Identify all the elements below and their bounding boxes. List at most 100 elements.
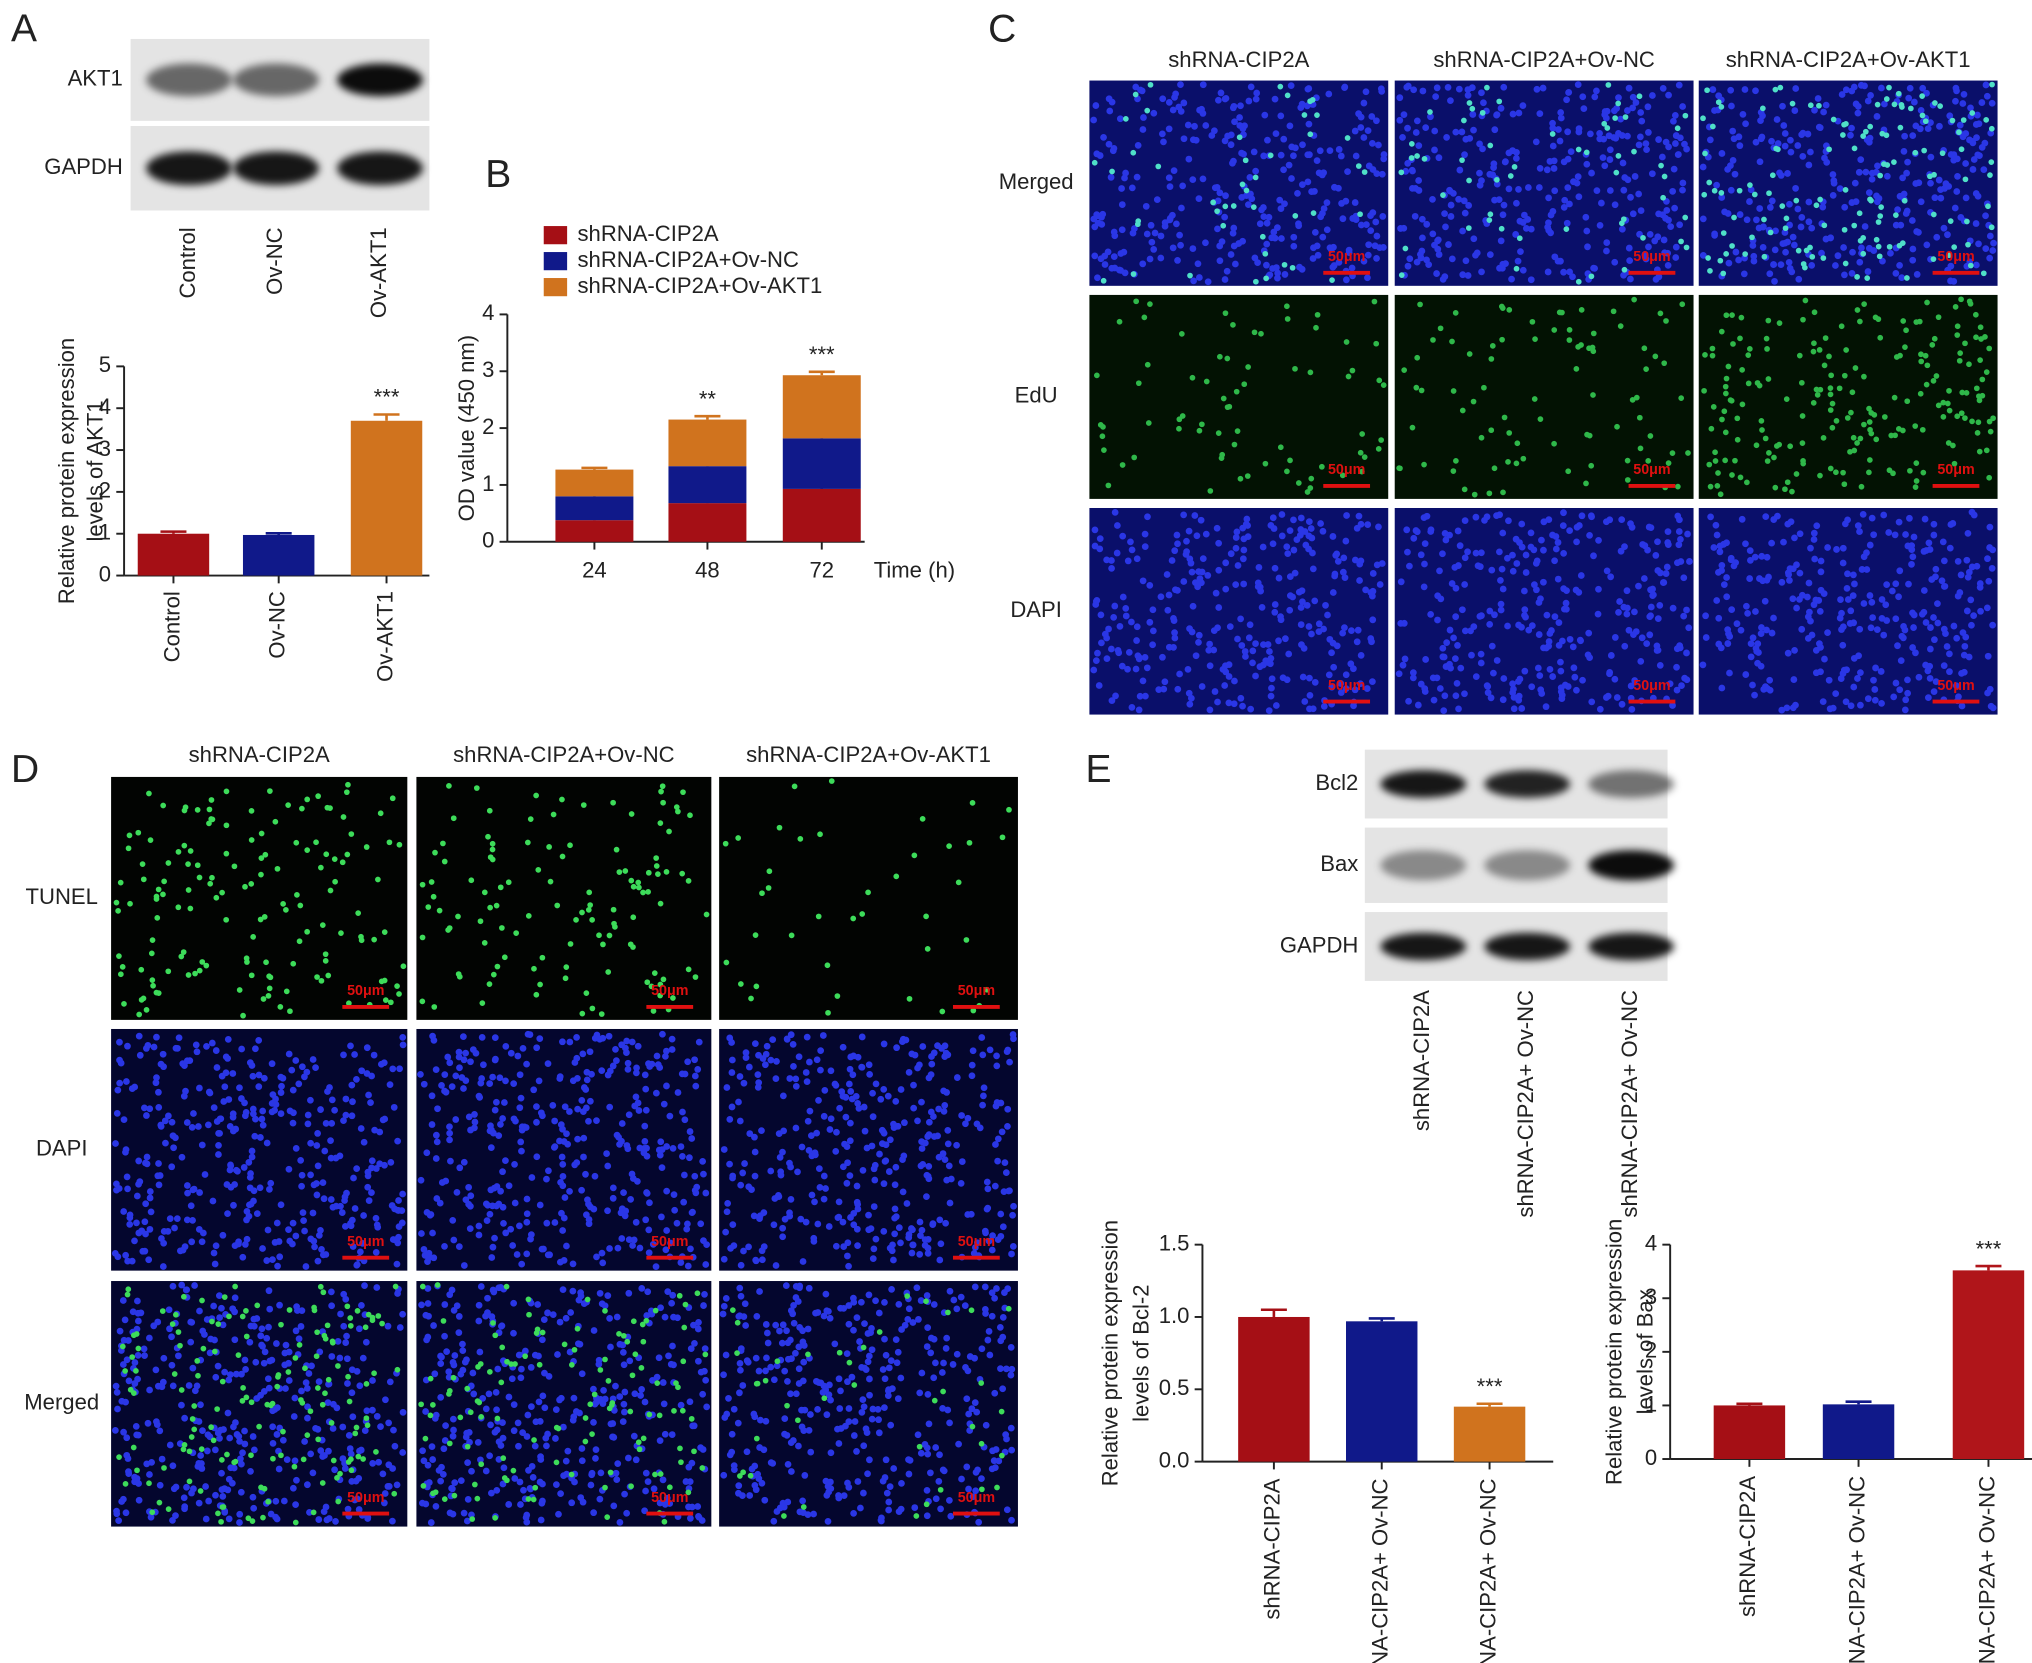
blot-lane-label: shRNA-CIP2A+ Ov-NC (1617, 990, 1642, 1218)
blot-band (146, 63, 232, 97)
panel-label: D (11, 748, 39, 791)
blot-band (1484, 770, 1571, 798)
y-tick-label: 2 (1645, 1338, 1657, 1363)
cell-dots (419, 782, 710, 1017)
blot-lane-label: shRNA-CIP2A (1409, 990, 1434, 1131)
y-tick-label: 5 (99, 352, 111, 377)
blot-row-label: Bcl2 (1315, 770, 1358, 795)
blot-band (337, 63, 423, 97)
legend-label: shRNA-CIP2A+Ov-AKT1 (578, 273, 823, 298)
scale-bar-label: 50μm (1633, 678, 1670, 694)
x-tick-label: Ov-AKT1 (372, 591, 397, 682)
cell-dots (112, 1281, 407, 1526)
significance: *** (374, 385, 400, 410)
blot-lane-label: Control (175, 227, 200, 298)
column-header: shRNA-CIP2A+Ov-NC (453, 742, 674, 767)
x-axis-label: Time (h) (874, 557, 955, 582)
micrograph (111, 776, 408, 1020)
bar (1822, 1404, 1895, 1460)
bar-segment (782, 375, 861, 439)
row-label: Merged (24, 1390, 99, 1415)
cell-dots (729, 1293, 1012, 1519)
row-label: DAPI (36, 1136, 88, 1161)
y-tick-label: 1.5 (1159, 1230, 1190, 1255)
significance: *** (809, 342, 835, 367)
column-header: shRNA-CIP2A+Ov-AKT1 (746, 742, 991, 767)
y-tick-label: 2 (99, 478, 111, 503)
blot-band (1380, 770, 1467, 798)
y-tick-label: 4 (99, 394, 111, 419)
scale-bar-label: 50μm (651, 1490, 688, 1506)
bar-segment (782, 488, 861, 542)
panel-label: A (11, 7, 37, 50)
scale-bar-label: 50μm (1937, 249, 1974, 265)
blot-band (1588, 770, 1675, 798)
y-tick-label: 0 (1645, 1445, 1657, 1470)
panel-label: C (988, 7, 1016, 50)
scale-bar-label: 50μm (1328, 249, 1365, 265)
bar-segment (668, 466, 747, 504)
blot-band (1484, 932, 1571, 961)
blot-band (233, 151, 319, 186)
cell-dots (1090, 81, 1388, 286)
micrograph (1698, 294, 1998, 499)
cell-dots (719, 1282, 1016, 1526)
bar (350, 420, 423, 576)
blot-row-label: GAPDH (1280, 932, 1359, 957)
blot-band (1484, 850, 1571, 881)
bar (1952, 1270, 2025, 1460)
y-axis-label: levels of Bcl-2 (1129, 1284, 1154, 1421)
blot-lane-label: shRNA-CIP2A+ Ov-NC (1513, 990, 1538, 1218)
cell-dots (418, 1282, 711, 1526)
cell-dots (417, 1030, 711, 1271)
x-tick-label: Ov-NC (265, 591, 290, 659)
scale-bar-label: 50μm (1937, 678, 1974, 694)
bar-segment (668, 503, 747, 542)
legend-swatch (543, 226, 568, 245)
y-tick-label: 1 (1645, 1391, 1657, 1416)
row-label: DAPI (1010, 597, 1062, 622)
micrograph (111, 1028, 408, 1271)
bar-segment (555, 469, 634, 497)
x-tick-label: 24 (582, 557, 607, 582)
x-tick-label: shRNA-CIP2A+ Ov-NC (1844, 1476, 1869, 1663)
panel-label: E (1086, 748, 1112, 791)
cell-dots (111, 1032, 407, 1270)
blot-band (1588, 932, 1675, 961)
legend-label: shRNA-CIP2A (578, 221, 719, 246)
blot-row-label: Bax (1320, 851, 1358, 876)
bar-segment (555, 496, 634, 521)
blot-row-label: AKT1 (68, 66, 123, 91)
column-header: shRNA-CIP2A+Ov-NC (1433, 47, 1654, 72)
y-tick-label: 1 (482, 471, 494, 496)
cell-dots (1396, 81, 1690, 284)
cell-dots (1700, 81, 1995, 282)
x-tick-label: 72 (809, 557, 834, 582)
cell-dots (1090, 508, 1386, 715)
legend-swatch (543, 252, 568, 271)
bar-segment (668, 419, 747, 467)
scale-bar-label: 50μm (1328, 678, 1365, 694)
row-label: Merged (999, 169, 1074, 194)
scale-bar-label: 50μm (958, 1234, 995, 1250)
cell-dots (1699, 508, 1997, 714)
significance: ** (699, 386, 717, 411)
x-tick-label: Control (159, 591, 184, 662)
scale-bar-label: 50μm (347, 1490, 384, 1506)
row-label: EdU (1015, 383, 1058, 408)
y-tick-label: 4 (1645, 1230, 1657, 1255)
scale-bar-label: 50μm (958, 983, 995, 999)
bar (1453, 1406, 1526, 1462)
blot-band (146, 151, 232, 186)
y-axis-label: Relative protein expression (1097, 1220, 1122, 1486)
y-tick-label: 0 (482, 528, 494, 553)
blot-band (1380, 932, 1467, 961)
x-tick-label: shRNA-CIP2A+ Ov-NC (1475, 1478, 1500, 1663)
panel-label: B (485, 153, 511, 196)
scale-bar-label: 50μm (347, 983, 384, 999)
scale-bar-label: 50μm (651, 983, 688, 999)
blot-band (233, 63, 319, 97)
significance: *** (1976, 1236, 2002, 1261)
y-axis-label: levels of Bax (1633, 1289, 1658, 1414)
